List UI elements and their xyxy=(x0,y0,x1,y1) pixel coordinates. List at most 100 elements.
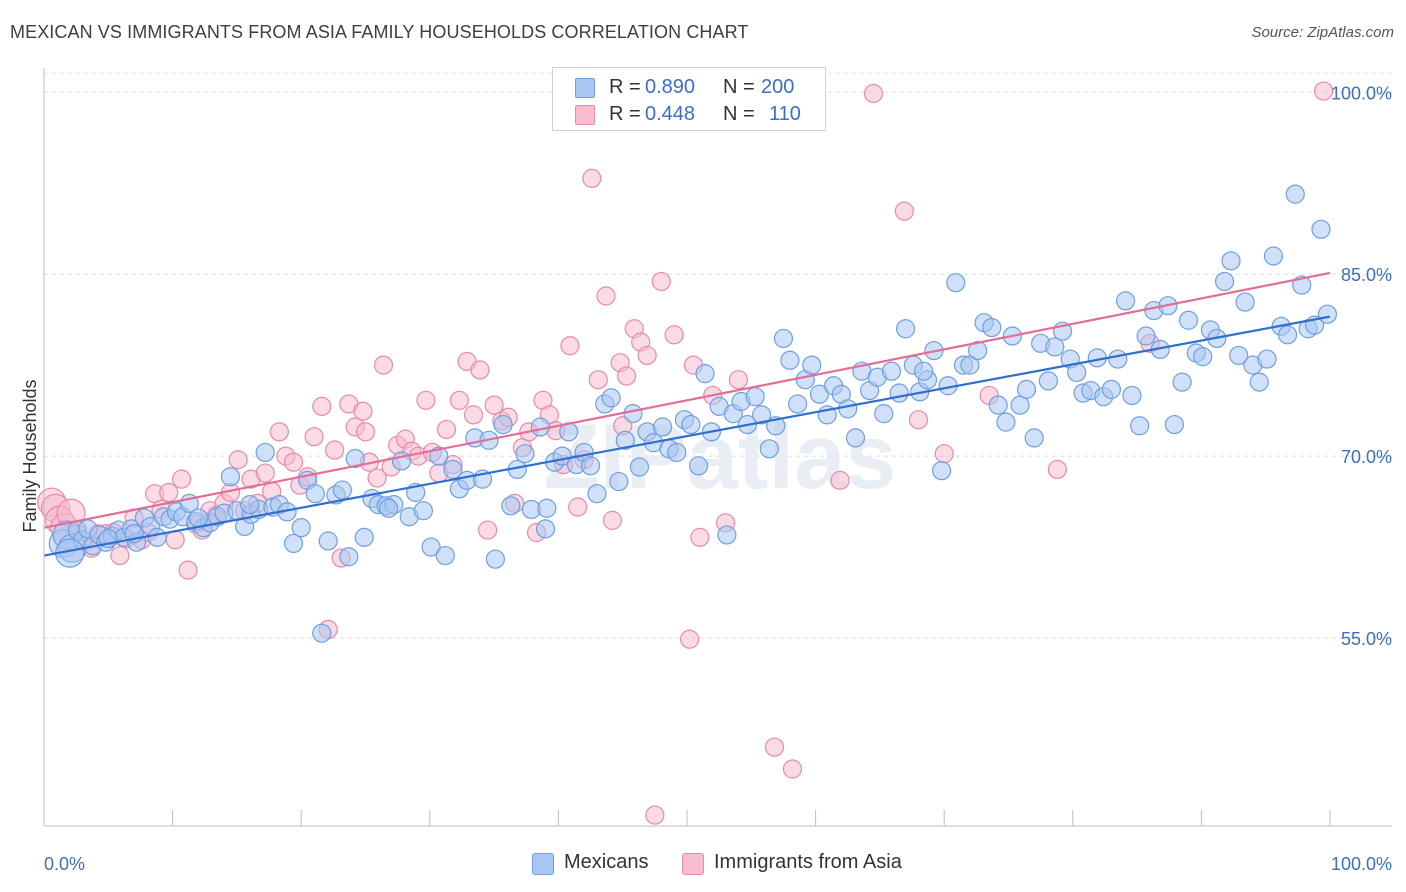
chart-source: Source: ZipAtlas.com xyxy=(1251,24,1394,41)
trend-line-asia xyxy=(43,271,1331,529)
point-mexicans xyxy=(609,471,629,492)
legend-n-value: 200 xyxy=(761,76,795,98)
point-asia xyxy=(582,168,602,188)
point-mexicans xyxy=(1285,184,1305,204)
point-asia xyxy=(664,325,684,345)
point-mexicans xyxy=(283,533,304,554)
point-asia xyxy=(596,286,616,306)
point-asia xyxy=(470,360,490,380)
point-asia xyxy=(651,271,671,292)
point-asia xyxy=(588,370,608,390)
point-mexicans xyxy=(773,328,794,349)
point-asia xyxy=(764,737,785,757)
y-tick-label: 85.0% xyxy=(1341,265,1392,285)
point-mexicans xyxy=(1122,385,1142,406)
point-mexicans xyxy=(220,467,241,487)
point-mexicans xyxy=(1235,292,1255,312)
point-mexicans xyxy=(413,501,433,521)
point-mexicans xyxy=(188,508,208,528)
legend-r-value: 0.890 xyxy=(645,76,696,98)
legend-r-label: R = xyxy=(609,103,641,125)
point-mexicans xyxy=(988,395,1008,415)
point-mexicans xyxy=(354,527,374,547)
point-asia xyxy=(312,396,332,416)
point-mexicans xyxy=(501,496,521,516)
point-mexicans xyxy=(1311,219,1331,239)
point-mexicans xyxy=(305,484,325,504)
point-asia xyxy=(178,560,198,580)
point-asia xyxy=(1313,81,1334,101)
point-mexicans xyxy=(332,480,352,500)
point-mexicans xyxy=(485,549,505,569)
point-asia xyxy=(1047,459,1067,480)
point-asia xyxy=(304,427,324,447)
points-layer xyxy=(37,81,1338,825)
point-asia xyxy=(449,390,469,410)
point-asia xyxy=(165,530,185,550)
x-tick-label-min: 0.0% xyxy=(44,854,85,874)
point-mexicans xyxy=(1172,372,1192,392)
point-asia xyxy=(908,410,929,430)
point-mexicans xyxy=(623,404,643,424)
point-mexicans xyxy=(845,428,866,448)
point-mexicans xyxy=(667,442,687,463)
point-mexicans xyxy=(1221,251,1241,271)
point-asia xyxy=(283,452,304,472)
point-asia xyxy=(894,201,914,221)
point-mexicans xyxy=(652,417,673,437)
point-mexicans xyxy=(688,456,709,476)
point-mexicans xyxy=(1115,291,1136,311)
legend-swatch-mexicans xyxy=(575,78,595,98)
point-asia xyxy=(478,520,498,540)
point-asia xyxy=(616,366,637,386)
point-mexicans xyxy=(318,531,338,551)
point-mexicans xyxy=(1136,326,1156,346)
point-mexicans xyxy=(1130,416,1150,436)
point-asia xyxy=(373,355,394,375)
point-mexicans xyxy=(515,444,535,464)
point-mexicans xyxy=(946,273,966,293)
point-mexicans xyxy=(780,350,800,370)
legend-n-value: 110 xyxy=(769,103,801,125)
point-mexicans xyxy=(1193,347,1213,367)
point-mexicans xyxy=(1045,337,1065,357)
y-tick-label: 100.0% xyxy=(1331,83,1392,103)
point-mexicans xyxy=(493,414,513,435)
point-mexicans xyxy=(379,498,399,518)
legend-r-value: 0.448 xyxy=(645,103,696,125)
point-mexicans xyxy=(874,404,894,424)
point-mexicans xyxy=(443,459,463,480)
point-asia xyxy=(728,370,749,390)
point-mexicans xyxy=(982,317,1002,338)
point-asia xyxy=(353,401,373,421)
point-mexicans xyxy=(1249,372,1269,392)
bottom-legend-swatch-asia xyxy=(682,853,704,875)
point-mexicans xyxy=(580,456,601,476)
point-mexicans xyxy=(1292,275,1312,295)
point-mexicans xyxy=(968,340,988,361)
point-mexicans xyxy=(717,525,737,545)
x-tick-label-max: 100.0% xyxy=(1331,854,1392,874)
point-mexicans xyxy=(1164,414,1184,435)
point-asia xyxy=(367,468,387,488)
point-asia xyxy=(690,527,710,547)
point-mexicans xyxy=(759,439,779,459)
point-mexicans xyxy=(429,446,449,466)
point-asia xyxy=(782,759,803,779)
y-tick-label: 70.0% xyxy=(1341,447,1392,467)
point-asia xyxy=(830,470,850,490)
point-mexicans xyxy=(345,448,365,469)
point-mexicans xyxy=(996,412,1016,432)
point-asia xyxy=(484,395,504,415)
axes: 55.0% 70.0% 85.0% 100.0% 0.0% 100.0% xyxy=(43,68,1392,874)
point-asia xyxy=(159,482,179,503)
legend-n-label: N = xyxy=(723,76,755,98)
y-tick-label: 55.0% xyxy=(1341,629,1392,649)
point-mexicans xyxy=(1257,349,1277,369)
point-mexicans xyxy=(932,461,952,481)
point-asia xyxy=(255,463,275,483)
point-mexicans xyxy=(1277,325,1298,345)
bottom-legend-label: Immigrants from Asia xyxy=(714,851,902,873)
point-mexicans xyxy=(681,414,701,435)
